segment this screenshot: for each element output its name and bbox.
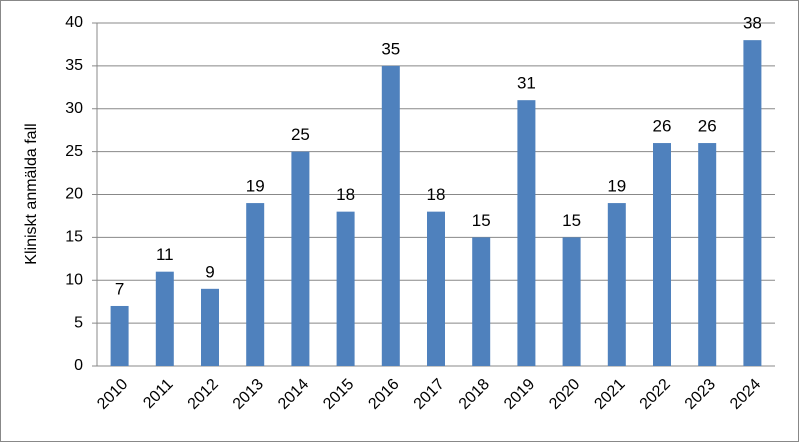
y-tick-label: 40 (65, 14, 83, 31)
y-tick-label: 30 (65, 100, 83, 117)
bar (472, 237, 491, 366)
bar (607, 203, 626, 366)
data-label: 26 (653, 117, 672, 136)
y-tick-label: 35 (65, 57, 83, 74)
data-label: 26 (698, 117, 717, 136)
bar (201, 288, 219, 366)
data-label: 35 (381, 39, 400, 58)
data-label: 25 (291, 125, 310, 144)
bar (291, 151, 310, 366)
bar (246, 203, 265, 366)
bar (517, 100, 536, 367)
y-tick-label: 5 (74, 314, 83, 331)
bar (336, 211, 355, 366)
bar (562, 237, 581, 366)
data-label: 18 (427, 185, 446, 204)
data-label: 15 (472, 211, 491, 230)
y-tick-label: 15 (65, 229, 83, 246)
data-label: 38 (743, 14, 762, 33)
bar (743, 40, 762, 367)
bar (381, 65, 400, 366)
bar (427, 211, 445, 366)
bar (698, 143, 717, 366)
bar (110, 305, 129, 366)
y-tick-label: 10 (65, 271, 83, 288)
bar (653, 143, 671, 366)
data-label: 19 (607, 177, 626, 196)
data-label: 7 (115, 279, 124, 298)
data-label: 9 (205, 262, 214, 281)
data-label: 15 (562, 211, 581, 230)
y-tick-label: 20 (65, 186, 83, 203)
data-label: 19 (246, 177, 265, 196)
data-label: 11 (156, 245, 174, 264)
bar (155, 271, 174, 366)
y-axis-label: Kliniskt anmälda fall (23, 123, 40, 264)
data-label: 18 (336, 185, 355, 204)
data-label: 31 (517, 74, 536, 93)
y-tick-label: 25 (65, 143, 83, 160)
y-tick-label: 0 (74, 357, 83, 374)
